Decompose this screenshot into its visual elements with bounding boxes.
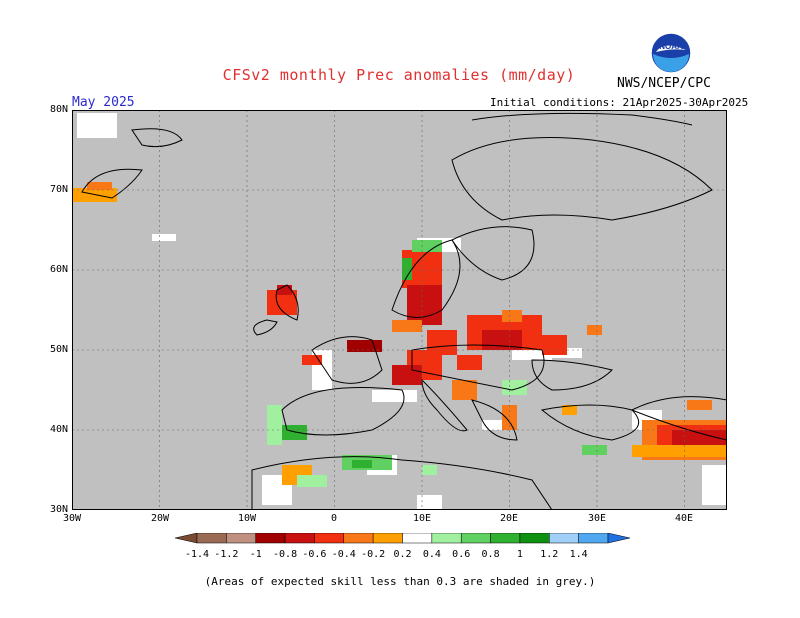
colorbar-tick-label: 1 [517,549,523,560]
lon-label: 0 [330,513,338,524]
colorbar-swatch [490,533,521,544]
chart-title: CFSv2 monthly Prec anomalies (mm/day) [222,66,576,84]
lon-label: 20W [150,513,170,524]
colorbar-swatch [431,533,462,544]
colorbar-tick-label: 0.4 [423,549,441,560]
lon-label: 30W [62,513,82,524]
lat-label: 30N [49,504,68,515]
lat-label: 70N [49,184,68,195]
lon-label: 20E [499,513,519,524]
lat-label: 60N [49,264,68,275]
colorbar-swatch [343,533,374,544]
colorbar-swatch [460,533,491,544]
colorbar-tick-label: -1 [250,549,262,560]
noaa-logo: NOAA [650,32,692,74]
lat-label: 40N [49,424,68,435]
lon-label: 30E [587,513,607,524]
no-skill-background [72,110,727,510]
colorbar-swatch [255,533,286,544]
colorbar-swatch [402,533,433,544]
colorbar-tick-label: -0.4 [332,549,356,560]
lon-label: 10E [412,513,432,524]
colorbar-swatch [314,533,345,544]
colorbar-swatch [284,533,315,544]
colorbar-tick-label: 1.2 [540,549,558,560]
graticule [72,110,727,510]
lat-label: 50N [49,344,68,355]
colorbar-tick-label: 0.6 [452,549,470,560]
colorbar-tick-label: 0.2 [393,549,411,560]
colorbar-tick-label: -1.4 [185,549,209,560]
colorbar-tick-label: 0.8 [482,549,500,560]
colorbar-swatch [607,533,630,544]
colorbar-tick-label: 1.4 [570,549,588,560]
wet-anomalies [267,240,607,487]
skill-footnote: (Areas of expected skill less than 0.3 a… [204,575,596,588]
lon-label: 40E [674,513,694,524]
map-frame [72,110,727,510]
colorbar-tick-label: -0.8 [273,549,297,560]
colorbar-tick-label: -1.2 [214,549,238,560]
forecast-month: May 2025 [72,95,135,110]
initial-conditions: Initial conditions: 21Apr2025-30Apr2025 [490,96,749,109]
anomaly-map [72,110,727,510]
colorbar-swatch [226,533,256,544]
lon-label: 10W [237,513,257,524]
colorbar-swatch [175,533,198,544]
organization-label: NWS/NCEP/CPC [617,76,711,91]
colorbar-legend: -1.4 -1.2 -1 -0.8 -0.6 -0.4 -0.2 0.2 0.4 0.6 0.8 1 1… [175,533,630,560]
colorbar-swatch [578,533,609,544]
coastlines [81,112,727,510]
colorbar-swatch [549,533,579,544]
colorbar-swatch [196,533,227,544]
colorbar-tick-label: -0.6 [302,549,326,560]
lat-label: 80N [49,104,68,115]
colorbar-tick-label: -0.2 [361,549,385,560]
logo-text: NOAA [659,42,683,51]
colorbar-swatch [519,533,550,544]
colorbar-swatch [372,533,403,544]
